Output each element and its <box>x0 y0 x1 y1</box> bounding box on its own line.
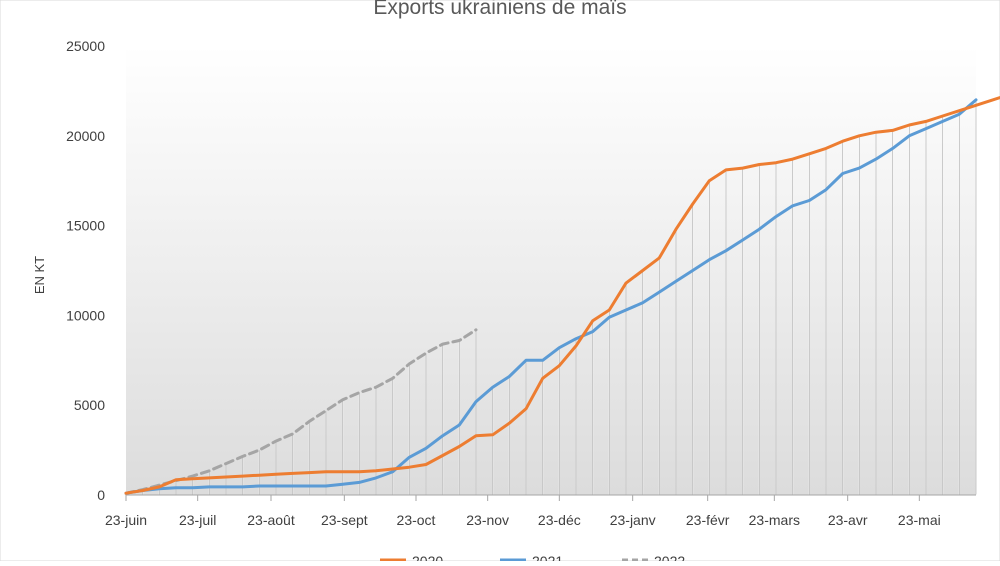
series-line-2020 <box>124 95 1000 495</box>
x-tick-label: 23-nov <box>466 512 509 528</box>
x-tick-label: 23-juil <box>179 512 216 528</box>
x-tick-label: 23-oct <box>397 512 436 528</box>
y-tick-label: 20000 <box>66 128 105 144</box>
y-tick-label: 15000 <box>66 218 105 234</box>
x-tick-label: 23-sept <box>321 512 368 528</box>
y-tick-label: 0 <box>97 487 105 503</box>
x-tick-label: 23-janv <box>610 512 656 528</box>
x-tick-label: 23-avr <box>828 512 868 528</box>
weekly-gridlines <box>125 46 977 495</box>
x-tick-label: 23-déc <box>538 512 581 528</box>
legend-label-2020: 2020 <box>412 553 443 561</box>
y-tick-label: 5000 <box>74 397 105 413</box>
plot-area <box>126 46 976 495</box>
y-axis-label: EN KT <box>32 256 47 294</box>
series-line-2021 <box>124 98 978 495</box>
series-lines <box>124 95 1000 495</box>
legend-label-2022: 2022 <box>654 553 685 561</box>
x-tick-label: 23-mai <box>898 512 941 528</box>
y-tick-label: 25000 <box>66 38 105 54</box>
x-tick-label: 23-févr <box>686 512 730 528</box>
chart-title: Exports ukrainiens de maïs <box>373 0 626 19</box>
axes: 0 5000 10000 15000 20000 25000 23-juin 23-juil 2… <box>66 38 976 528</box>
y-tick-label: 10000 <box>66 307 105 323</box>
x-tick-label: 23-août <box>247 512 295 528</box>
x-tick-label: 23-juin <box>105 512 147 528</box>
x-tick-label: 23-mars <box>749 512 800 528</box>
legend-label-2021: 2021 <box>532 553 563 561</box>
